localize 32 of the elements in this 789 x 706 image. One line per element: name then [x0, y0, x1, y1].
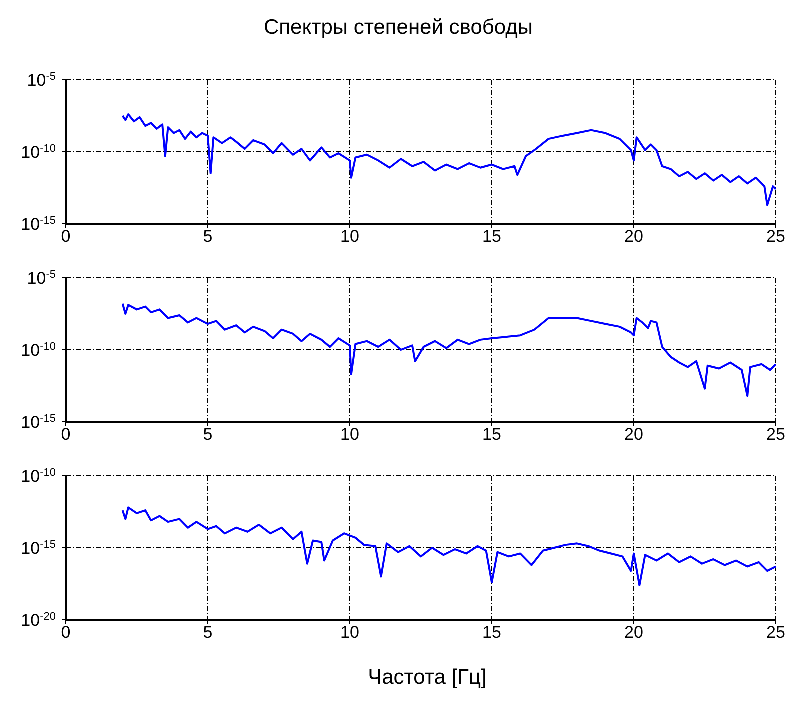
x-tick-label: 5 — [203, 623, 213, 642]
x-tick-label: 25 — [766, 623, 786, 642]
x-tick-label: 5 — [203, 425, 213, 444]
x-tick-label: 0 — [61, 623, 71, 642]
y-tick-label: 10$^{-5}$ — [27, 269, 56, 288]
y-tick-label: 10$^{-15}$ — [21, 215, 56, 234]
x-tick-label: 15 — [482, 227, 502, 246]
x-axis-title: Частота [Гц] — [367, 666, 488, 690]
line-series — [122, 302, 776, 398]
y-tick-label: 10$^{-5}$ — [27, 71, 56, 90]
x-tick-label: 15 — [482, 623, 502, 642]
x-tick-label: 5 — [203, 227, 213, 246]
x-tick-label: 10 — [340, 425, 360, 444]
x-tick-label: 25 — [766, 425, 786, 444]
x-tick-label: 25 — [766, 227, 786, 246]
x-tick-label: 0 — [61, 425, 71, 444]
y-tick-label: 10$^{-10}$ — [21, 341, 56, 360]
x-tick-label: 20 — [624, 425, 644, 444]
x-tick-label: 0 — [61, 227, 71, 246]
chart-title: Спектры степеней свободы — [262, 15, 534, 41]
y-tick-label: 10$^{-20}$ — [21, 611, 56, 630]
line-series — [122, 506, 776, 586]
line-series — [122, 114, 776, 206]
x-tick-label: 10 — [340, 623, 360, 642]
y-tick-label: 10$^{-15}$ — [21, 413, 56, 432]
y-tick-label: 10$^{-10}$ — [21, 467, 56, 486]
x-tick-label: 20 — [624, 227, 644, 246]
y-tick-label: 10$^{-10}$ — [21, 143, 56, 162]
y-tick-label: 10$^{-15}$ — [21, 539, 56, 558]
x-tick-label: 15 — [482, 425, 502, 444]
x-tick-label: 10 — [340, 227, 360, 246]
x-tick-label: 20 — [624, 623, 644, 642]
